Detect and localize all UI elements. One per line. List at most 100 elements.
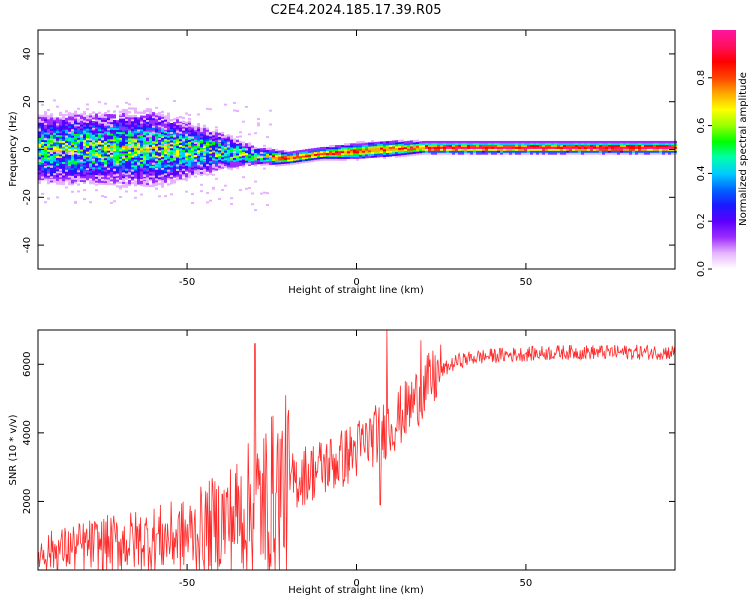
heatmap-cell (95, 134, 98, 137)
heatmap-cell (176, 124, 179, 128)
heatmap-cell (143, 153, 146, 157)
heatmap-cell (218, 161, 221, 164)
heatmap-cell (116, 173, 119, 176)
heatmap-cell (107, 179, 110, 182)
heatmap-cell (83, 112, 86, 116)
heatmap-cell (467, 150, 470, 153)
heatmap-cell (38, 172, 41, 175)
heatmap-cell (290, 160, 293, 164)
heatmap-cell (83, 147, 86, 150)
heatmap-cell (200, 164, 203, 167)
heatmap-cell (623, 140, 626, 144)
heatmap-cell (440, 152, 443, 155)
heatmap-cell (47, 172, 50, 175)
heatmap-cell (152, 150, 155, 153)
heatmap-cell (86, 151, 89, 154)
heatmap-cell (554, 146, 557, 149)
heatmap-cell (98, 159, 101, 162)
heatmap-cell (275, 164, 278, 167)
heatmap-cell (95, 149, 98, 153)
heatmap-cell (119, 154, 122, 158)
heatmap-cell (47, 134, 50, 137)
heatmap-cell (125, 177, 128, 181)
heatmap-cell (275, 160, 278, 163)
heatmap-cell (665, 150, 668, 153)
heatmap-cell (620, 144, 623, 148)
heatmap-cell (44, 116, 47, 120)
heatmap-cell (158, 167, 161, 170)
heatmap-cell (65, 163, 68, 167)
heatmap-cell (371, 151, 374, 155)
heatmap-cell (155, 120, 158, 123)
heatmap-cell (176, 147, 179, 150)
heatmap-cell (599, 150, 602, 153)
heatmap-cell (197, 168, 200, 172)
heatmap-cell (74, 173, 77, 177)
heatmap-cell (89, 136, 92, 139)
heatmap-cell (188, 139, 191, 142)
heatmap-cell (665, 140, 668, 144)
heatmap-cell (101, 150, 104, 153)
heatmap-cell (563, 146, 566, 149)
heatmap-cell (266, 151, 269, 154)
heatmap-cell (224, 150, 227, 153)
heatmap-cell (176, 166, 179, 170)
heatmap-cell (263, 157, 266, 160)
heatmap-cell (98, 136, 101, 139)
heatmap-cell (164, 157, 167, 160)
heatmap-cell (566, 152, 569, 155)
heatmap-cell (299, 151, 302, 155)
heatmap-cell (299, 161, 302, 164)
heatmap-cell (86, 136, 89, 139)
heatmap-cell (626, 152, 629, 155)
heatmap-cell (173, 154, 176, 157)
heatmap-cell (365, 144, 368, 147)
heatmap-cell (41, 153, 44, 156)
heatmap-cell (122, 131, 125, 135)
heatmap-cell (50, 134, 53, 137)
heatmap-cell (143, 130, 146, 134)
heatmap-cell (113, 129, 116, 132)
heatmap-cell (47, 147, 50, 150)
heatmap-cell (125, 173, 128, 176)
heatmap-cell (146, 117, 149, 121)
heatmap-cell (227, 143, 230, 147)
heatmap-cell (134, 107, 137, 110)
heatmap-cell (173, 150, 176, 153)
heatmap-cell (515, 146, 518, 149)
heatmap-cell (107, 161, 110, 165)
heatmap-cell (659, 152, 662, 155)
heatmap-cell (248, 163, 251, 166)
heatmap-cell (137, 142, 140, 145)
heatmap-cell (308, 152, 311, 155)
heatmap-cell (647, 142, 650, 146)
heatmap-cell (53, 163, 56, 166)
heatmap-cell (191, 132, 194, 136)
heatmap-cell (125, 176, 128, 179)
heatmap-cell (74, 154, 77, 157)
heatmap-cell (329, 154, 332, 157)
heatmap-cell (395, 155, 398, 158)
heatmap-cell (44, 141, 47, 145)
heatmap-cell (107, 131, 110, 134)
heatmap-cell (104, 164, 107, 167)
heatmap-cell (407, 142, 410, 146)
heatmap-cell (275, 156, 278, 159)
heatmap-cell (53, 178, 56, 181)
heatmap-cell (89, 176, 92, 179)
heatmap-cell (209, 199, 212, 202)
heatmap-cell (50, 161, 53, 164)
heatmap-cell (143, 167, 146, 170)
heatmap-cell (89, 172, 92, 175)
heatmap-cell (221, 147, 224, 150)
heatmap-cell (56, 140, 59, 143)
heatmap-cell (353, 152, 356, 156)
heatmap-cell (245, 152, 248, 156)
heatmap-cell (191, 167, 194, 170)
heatmap-cell (248, 159, 251, 163)
heatmap-cell (290, 158, 293, 162)
heatmap-cell (443, 152, 446, 155)
heatmap-cell (197, 124, 200, 128)
heatmap-cell (62, 159, 65, 163)
heatmap-cell (53, 99, 56, 102)
